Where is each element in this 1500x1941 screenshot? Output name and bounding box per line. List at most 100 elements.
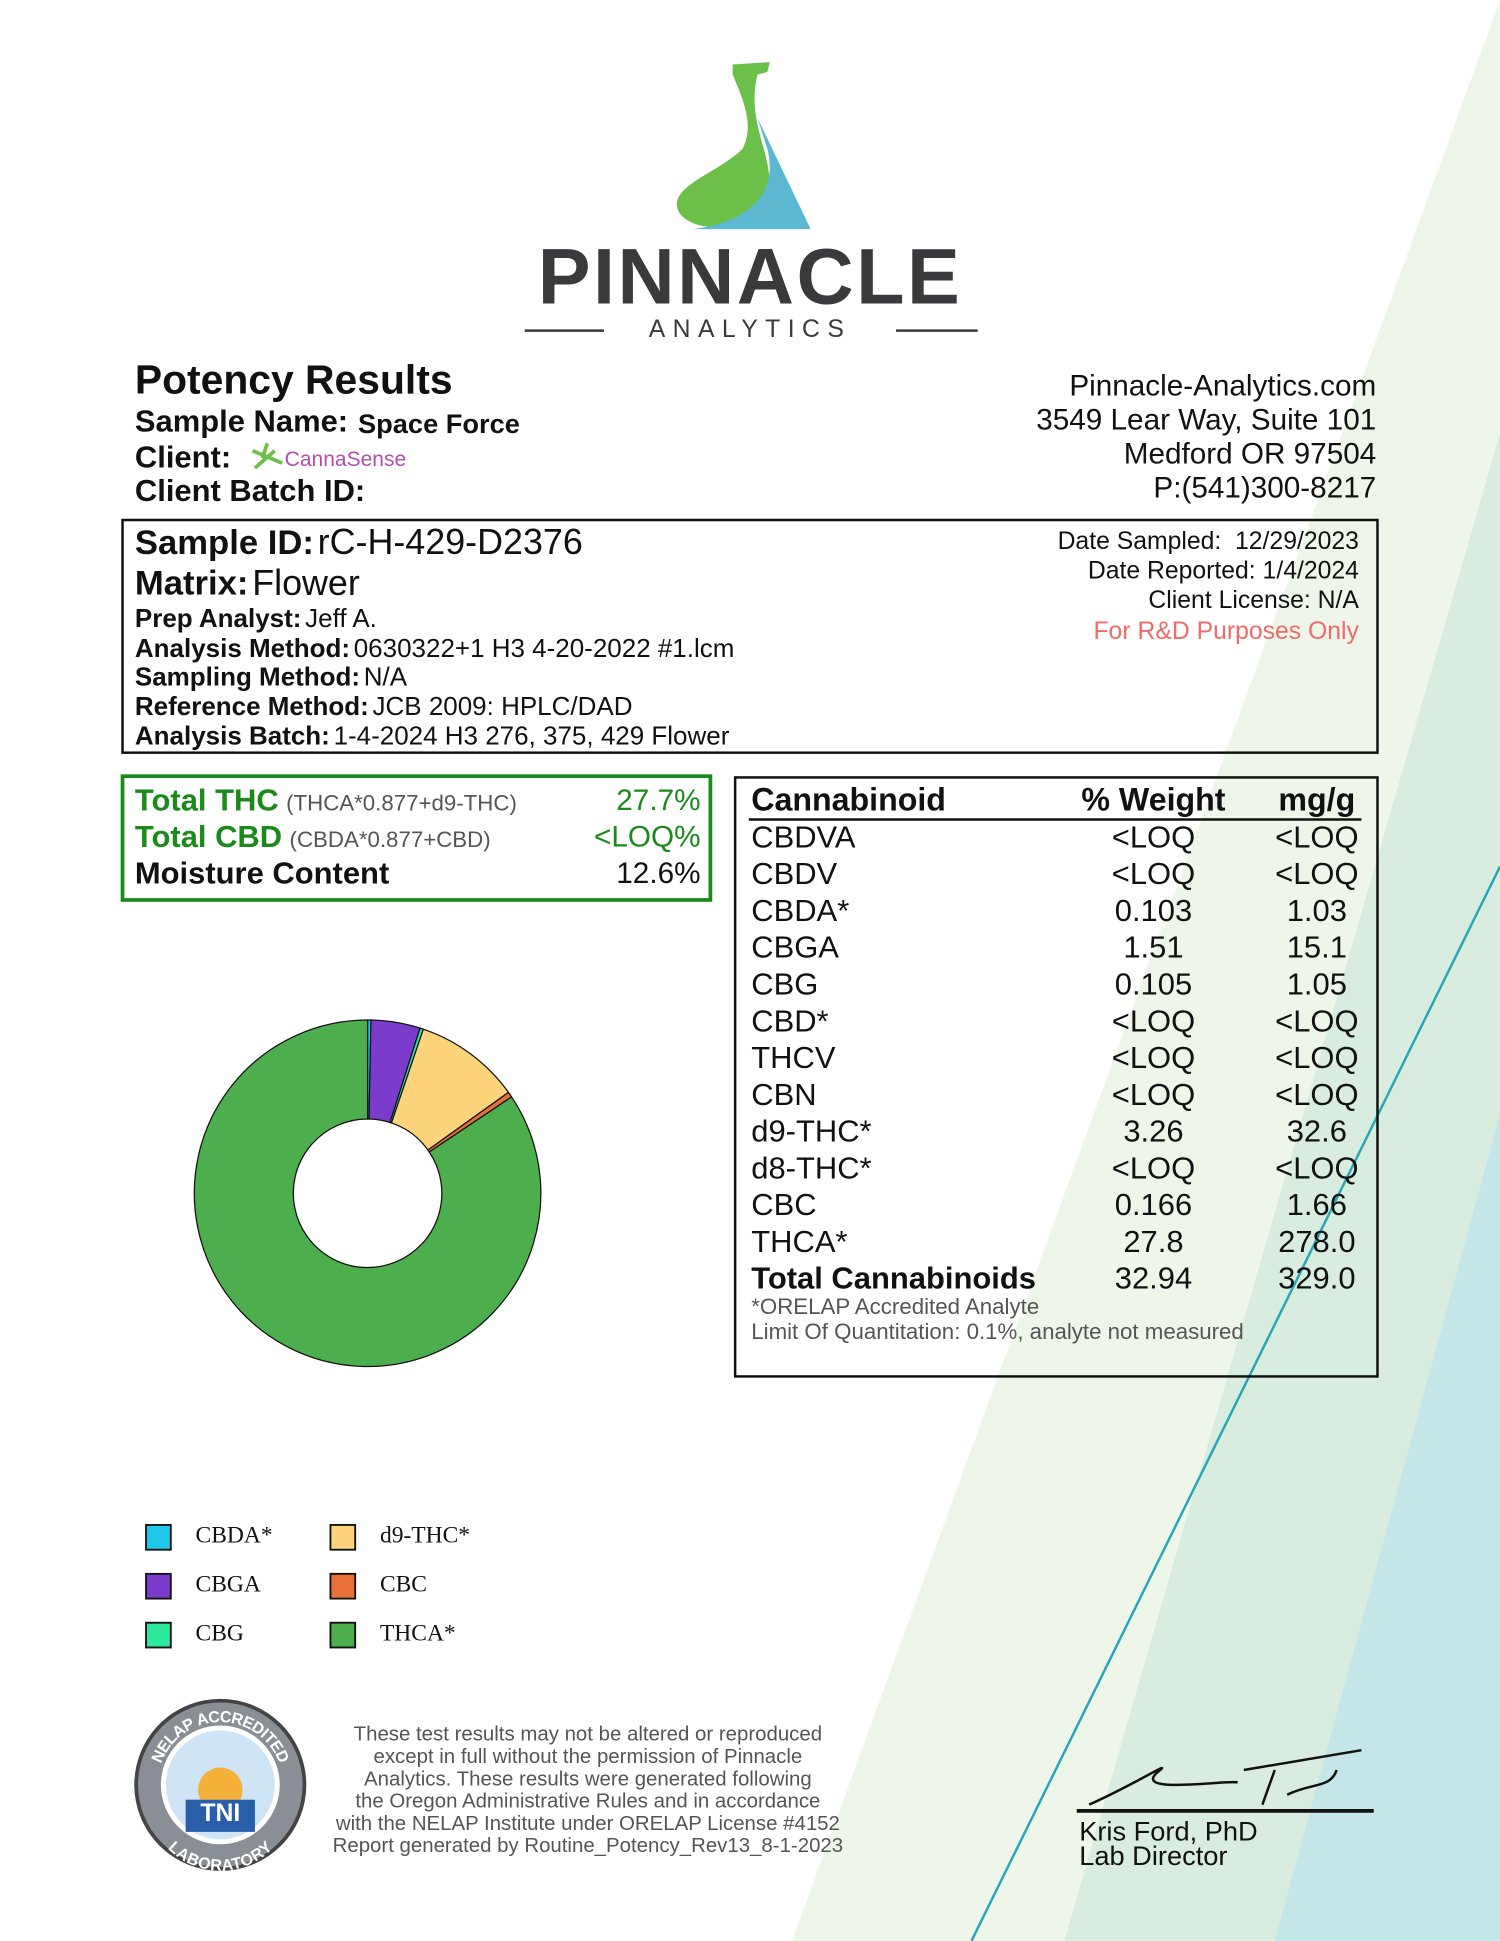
table-cell: 329.0 (1278, 1261, 1355, 1296)
field-value: 0630322+1 H3 4-20-2022 #1.lcm (354, 633, 735, 663)
table-cell: <LOQ (1112, 856, 1195, 891)
disclaimer-line: the Oregon Administrative Rules and in a… (355, 1791, 820, 1813)
table-cell: <LOQ (1112, 1003, 1195, 1038)
table-box (733, 776, 1379, 1378)
legend-label: CBDA* (196, 1523, 273, 1549)
analyte-name: CBC (751, 1187, 816, 1222)
field-value: JCB 2009: HPLC/DAD (373, 691, 633, 721)
table-cell: <LOQ (1275, 1040, 1358, 1075)
analyte-name: CBN (751, 1077, 816, 1112)
rd-note: For R&D Purposes Only (1093, 618, 1359, 645)
logo: PINNACLE ANALYTICS (524, 62, 978, 343)
field-value: Space Force (358, 408, 520, 439)
lab-line: Medford OR 97504 (1124, 437, 1377, 470)
legend-label: THCA* (380, 1620, 456, 1646)
analyte-name: d8-THC* (751, 1150, 871, 1185)
field-label: Client: (135, 440, 231, 475)
field-label: Prep Analyst: (135, 603, 302, 633)
summary-value: <LOQ% (594, 821, 700, 854)
field-value: Jeff A. (305, 603, 377, 633)
summary-label: Total CBD (135, 819, 282, 854)
summary-box (120, 774, 713, 902)
legend: CBDA* CBGA CBG d9-THC* CBC THCA* (145, 1523, 470, 1649)
seal-center: TNI (200, 1800, 240, 1827)
table-cell: 0.166 (1115, 1187, 1192, 1222)
table-cell: <LOQ (1112, 1150, 1195, 1185)
footnote: *ORELAP Accredited Analyte (751, 1294, 1039, 1319)
signer-title: Lab Director (1079, 1840, 1227, 1871)
info-line: Date Reported: 1/4/2024 (1088, 558, 1359, 585)
table-cell: <LOQ (1112, 1077, 1195, 1112)
field-label: Matrix: (135, 565, 249, 603)
donut-slice (193, 1019, 542, 1368)
summary-formula: (CBDA*0.877+CBD) (290, 827, 491, 852)
analyte-name: CBD* (751, 1003, 828, 1038)
table-cell: 32.94 (1115, 1261, 1192, 1296)
field-label: Client Batch ID: (135, 473, 365, 508)
disclaimer-line: except in full without the permission of… (373, 1746, 802, 1768)
logo-sub: ANALYTICS (649, 316, 852, 343)
client-logo-icon (251, 442, 283, 470)
seal: TNI NELAP ACCREDITED LABORATORY (134, 1698, 307, 1875)
column-header: mg/g (1278, 782, 1355, 818)
summary-label: Total THC (135, 782, 279, 817)
sample-fields: Sample ID: rC-H-429-D2376 Matrix: FlowerPre… (135, 522, 734, 750)
table-cell: 278.0 (1278, 1224, 1355, 1259)
table-cell: 27.8 (1123, 1224, 1183, 1259)
table-cell: <LOQ (1275, 1077, 1358, 1112)
lab-line: 3549 Lear Way, Suite 101 (1036, 403, 1376, 436)
field-label: Sample ID: (135, 524, 314, 562)
table-cell: 0.103 (1115, 893, 1192, 928)
column-header: Cannabinoid (751, 782, 946, 818)
donut-chart (193, 1019, 542, 1368)
sample-info: Date Sampled: 12/29/2023 Date Reported: 1… (1058, 528, 1360, 614)
table-cell: <LOQ (1275, 1150, 1358, 1185)
legend-label: CBG (196, 1620, 244, 1646)
sample-box (121, 518, 1379, 754)
analyte-name: d9-THC* (751, 1114, 871, 1149)
analyte-name: CBDA* (751, 893, 849, 928)
analyte-name: THCA* (751, 1224, 847, 1259)
disclaimer: These test results may not be altered or… (333, 1724, 844, 1857)
field-value: 1-4-2024 H3 276, 375, 429 Flower (334, 721, 730, 751)
summary-label: Moisture Content (135, 855, 389, 890)
legend-label: CBC (380, 1572, 427, 1598)
legend-swatch (329, 1572, 357, 1600)
table-cell: <LOQ (1275, 819, 1358, 854)
client-logo: CannaSense (285, 448, 407, 471)
field-label: Reference Method: (135, 691, 369, 721)
table-cell: <LOQ (1112, 819, 1195, 854)
signature: Kris Ford, PhD Lab Director (1076, 1748, 1374, 1871)
summary-value: 27.7% (616, 784, 700, 817)
field-label: Analysis Batch: (135, 721, 330, 751)
table-cell: <LOQ (1275, 856, 1358, 891)
lab-line: P:(541)300-8217 (1153, 472, 1376, 505)
field-value: N/A (364, 661, 408, 691)
legend-swatch (145, 1524, 172, 1551)
legend-label: d9-THC* (380, 1523, 470, 1549)
table-cell: 1.05 (1287, 967, 1347, 1002)
field-value: rC-H-429-D2376 (318, 522, 583, 562)
title: Potency Results (135, 356, 453, 402)
disclaimer-line: with the NELAP Institute under ORELAP Li… (335, 1813, 840, 1835)
signer-name: Kris Ford, PhD (1079, 1815, 1257, 1846)
footnote: Limit Of Quantitation: 0.1%, analyte not… (751, 1319, 1244, 1344)
info-line: Date Sampled: 12/29/2023 (1058, 528, 1359, 555)
disclaimer-line: Report generated by Routine_Potency_Rev1… (333, 1835, 844, 1857)
table-cell: <LOQ (1275, 1003, 1358, 1038)
table-cell: 0.105 (1115, 967, 1192, 1002)
table-cell: <LOQ (1112, 1040, 1195, 1075)
summary-value: 12.6% (616, 857, 700, 890)
table-cell: 32.6 (1287, 1114, 1347, 1149)
analyte-name: Total Cannabinoids (751, 1261, 1036, 1296)
table-cell: 15.1 (1287, 930, 1347, 965)
legend-label: CBGA (196, 1572, 261, 1598)
table-cell: 1.66 (1287, 1187, 1347, 1222)
legend-swatch (145, 1621, 172, 1649)
column-header: % Weight (1081, 782, 1225, 818)
field-label: Sample Name: (135, 404, 348, 439)
table-cell: 3.26 (1123, 1114, 1183, 1149)
